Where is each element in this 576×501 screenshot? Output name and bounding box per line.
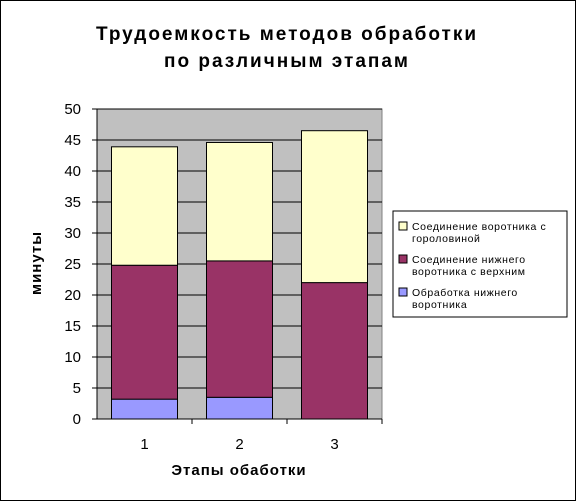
chart-title-line-2: по различным этапам bbox=[164, 51, 410, 72]
y-tick-label: 25 bbox=[64, 256, 81, 273]
y-tick-label: 0 bbox=[73, 411, 81, 428]
x-tick-label: 3 bbox=[330, 436, 338, 453]
y-axis-title: минуты bbox=[28, 231, 45, 295]
legend-label: Соединение воротника с bbox=[412, 221, 546, 233]
legend-swatch bbox=[398, 287, 408, 297]
bar-segment-2-2 bbox=[206, 260, 273, 398]
legend-swatch bbox=[398, 254, 408, 264]
bar-segment-1-3 bbox=[111, 146, 178, 266]
x-tick-label: 1 bbox=[140, 436, 148, 453]
y-tick-label: 10 bbox=[64, 349, 81, 366]
bar-segment-2-3 bbox=[206, 141, 273, 262]
legend-label: Соединение нижнего bbox=[412, 254, 526, 266]
y-tick-label: 5 bbox=[73, 380, 81, 397]
bar-segment-3-2 bbox=[301, 282, 368, 420]
y-tick-label: 50 bbox=[64, 101, 81, 118]
x-axis-title: Этапы обаботки bbox=[171, 462, 306, 479]
legend-label: Обработка нижнего bbox=[412, 287, 518, 299]
plot-area: 0 5 10 15 20 25 30 35 40 45 50 1 2 3 bbox=[64, 101, 383, 453]
legend-label: гороловиной bbox=[412, 233, 481, 245]
bar-segment-2-1 bbox=[206, 396, 273, 420]
chart-title-line-1: Трудоемкость методов обработки bbox=[96, 24, 478, 45]
y-tick-label: 45 bbox=[64, 132, 81, 149]
bar-segment-1-1 bbox=[111, 398, 178, 420]
y-tick-label: 35 bbox=[64, 194, 81, 211]
legend-label: воротника bbox=[412, 299, 467, 311]
legend-box bbox=[392, 210, 568, 318]
x-tick-label: 2 bbox=[235, 436, 243, 453]
bar-segment-1-2 bbox=[111, 264, 178, 400]
bar-segment-3-3 bbox=[301, 130, 368, 284]
y-tick-label: 20 bbox=[64, 287, 81, 304]
y-tick-label: 40 bbox=[64, 163, 81, 180]
y-tick-label: 30 bbox=[64, 225, 81, 242]
legend-label: воротника с верхним bbox=[412, 266, 526, 278]
legend-swatch bbox=[398, 221, 408, 231]
y-tick-label: 15 bbox=[64, 318, 81, 335]
